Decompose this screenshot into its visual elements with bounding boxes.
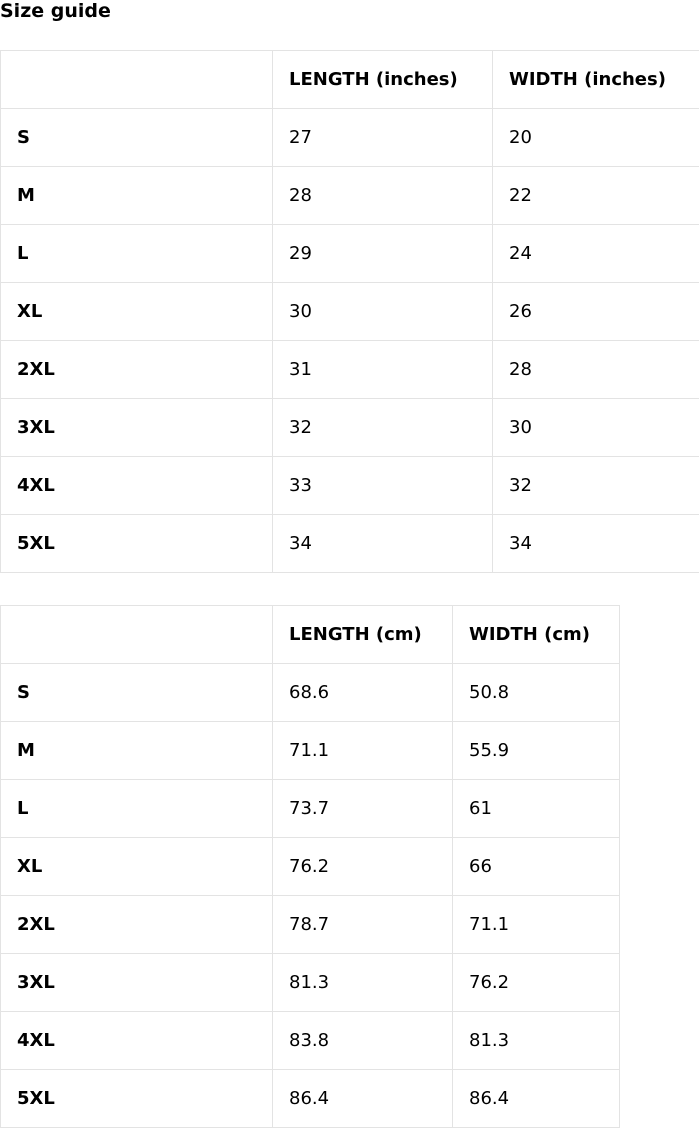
table-row: S 68.6 50.8 bbox=[0, 663, 620, 722]
size-label: 4XL bbox=[0, 1011, 273, 1070]
width-cell: 20 bbox=[492, 108, 699, 167]
length-cell: 78.7 bbox=[272, 895, 453, 954]
table-row: 5XL 34 34 bbox=[0, 514, 699, 573]
table-row: L 73.7 61 bbox=[0, 779, 620, 838]
table-row: 2XL 78.7 71.1 bbox=[0, 895, 620, 954]
length-cell: 81.3 bbox=[272, 953, 453, 1012]
length-cell: 71.1 bbox=[272, 721, 453, 780]
table-row: 4XL 83.8 81.3 bbox=[0, 1011, 620, 1070]
table-row: 4XL 33 32 bbox=[0, 456, 699, 515]
length-cell: 34 bbox=[272, 514, 493, 573]
size-label: XL bbox=[0, 282, 273, 341]
length-cell: 31 bbox=[272, 340, 493, 399]
column-header bbox=[0, 50, 273, 109]
width-cell: 32 bbox=[492, 456, 699, 515]
table-row: 3XL 32 30 bbox=[0, 398, 699, 457]
length-cell: 29 bbox=[272, 224, 493, 283]
size-label: 5XL bbox=[0, 1069, 273, 1128]
column-header: WIDTH (inches) bbox=[492, 50, 699, 109]
width-cell: 66 bbox=[452, 837, 620, 896]
table-row: 2XL 31 28 bbox=[0, 340, 699, 399]
length-cell: 86.4 bbox=[272, 1069, 453, 1128]
size-label: 5XL bbox=[0, 514, 273, 573]
width-cell: 30 bbox=[492, 398, 699, 457]
table-row: 5XL 86.4 86.4 bbox=[0, 1069, 620, 1128]
width-cell: 71.1 bbox=[452, 895, 620, 954]
width-cell: 34 bbox=[492, 514, 699, 573]
size-table-inches: LENGTH (inches) WIDTH (inches) S 27 20 M 28 22 L… bbox=[0, 50, 699, 573]
length-cell: 33 bbox=[272, 456, 493, 515]
column-header bbox=[0, 605, 273, 664]
width-cell: 86.4 bbox=[452, 1069, 620, 1128]
size-label: XL bbox=[0, 837, 273, 896]
size-label: M bbox=[0, 166, 273, 225]
size-label: L bbox=[0, 224, 273, 283]
width-cell: 76.2 bbox=[452, 953, 620, 1012]
width-cell: 55.9 bbox=[452, 721, 620, 780]
table-row: XL 30 26 bbox=[0, 282, 699, 341]
size-label: S bbox=[0, 108, 273, 167]
length-cell: 68.6 bbox=[272, 663, 453, 722]
column-header: LENGTH (inches) bbox=[272, 50, 493, 109]
header-row: LENGTH (cm) WIDTH (cm) bbox=[0, 605, 620, 664]
length-cell: 83.8 bbox=[272, 1011, 453, 1070]
length-cell: 27 bbox=[272, 108, 493, 167]
length-cell: 76.2 bbox=[272, 837, 453, 896]
size-label: L bbox=[0, 779, 273, 838]
size-label: 4XL bbox=[0, 456, 273, 515]
header-row: LENGTH (inches) WIDTH (inches) bbox=[0, 50, 699, 109]
table-row: 3XL 81.3 76.2 bbox=[0, 953, 620, 1012]
length-cell: 28 bbox=[272, 166, 493, 225]
length-cell: 73.7 bbox=[272, 779, 453, 838]
width-cell: 22 bbox=[492, 166, 699, 225]
table-row: M 71.1 55.9 bbox=[0, 721, 620, 780]
width-cell: 24 bbox=[492, 224, 699, 283]
table-row: M 28 22 bbox=[0, 166, 699, 225]
length-cell: 30 bbox=[272, 282, 493, 341]
table-row: S 27 20 bbox=[0, 108, 699, 167]
size-label: M bbox=[0, 721, 273, 780]
table-row: XL 76.2 66 bbox=[0, 837, 620, 896]
size-label: 3XL bbox=[0, 398, 273, 457]
width-cell: 26 bbox=[492, 282, 699, 341]
size-table-cm: LENGTH (cm) WIDTH (cm) S 68.6 50.8 M 71.1 55.9 L… bbox=[0, 605, 620, 1128]
table-row: L 29 24 bbox=[0, 224, 699, 283]
size-label: 3XL bbox=[0, 953, 273, 1012]
width-cell: 50.8 bbox=[452, 663, 620, 722]
size-label: S bbox=[0, 663, 273, 722]
size-label: 2XL bbox=[0, 340, 273, 399]
width-cell: 28 bbox=[492, 340, 699, 399]
page-title: Size guide bbox=[0, 0, 111, 22]
width-cell: 81.3 bbox=[452, 1011, 620, 1070]
column-header: LENGTH (cm) bbox=[272, 605, 453, 664]
width-cell: 61 bbox=[452, 779, 620, 838]
length-cell: 32 bbox=[272, 398, 493, 457]
column-header: WIDTH (cm) bbox=[452, 605, 620, 664]
size-label: 2XL bbox=[0, 895, 273, 954]
